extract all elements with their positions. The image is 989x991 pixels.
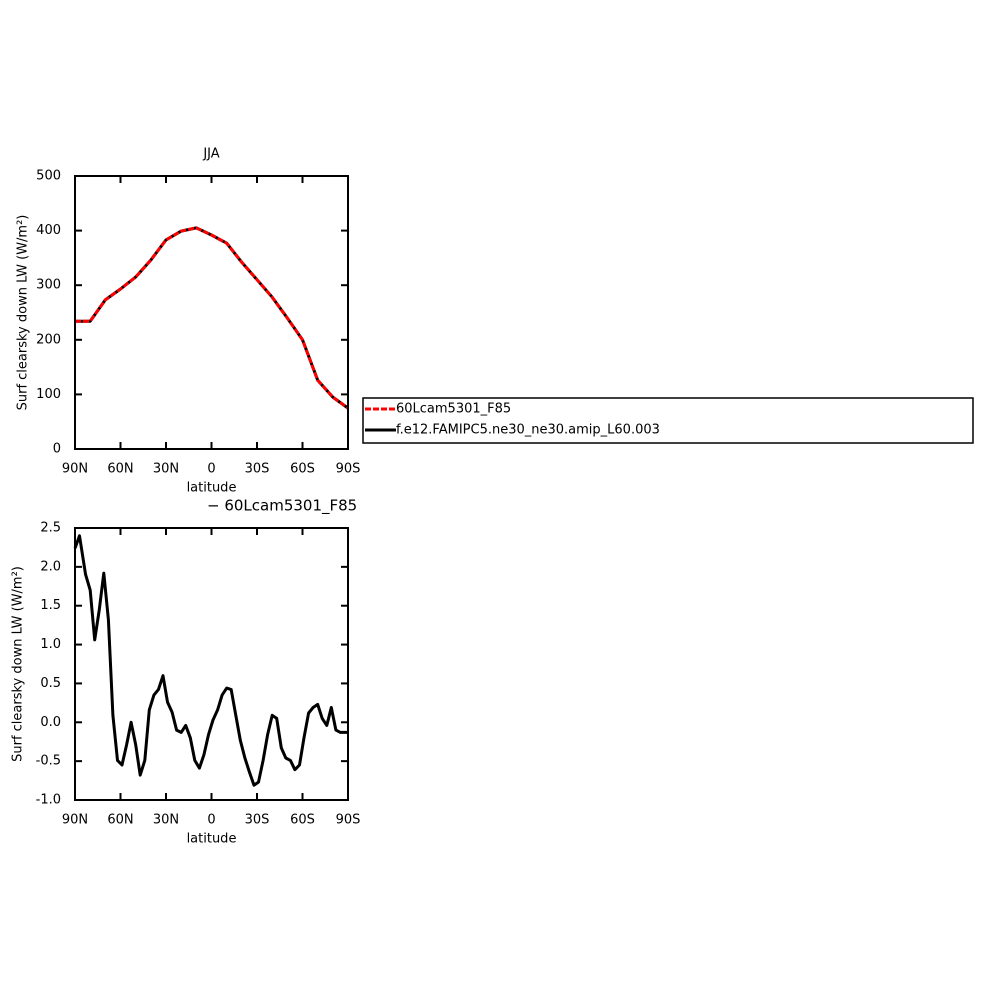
x-tick-label: 30N bbox=[153, 462, 179, 477]
x-axis-label: latitude bbox=[187, 481, 237, 496]
y-tick-label: 0.0 bbox=[40, 715, 61, 730]
x-axis-label: latitude bbox=[187, 832, 237, 847]
x-tick-label: 90S bbox=[336, 462, 361, 477]
y-axis-label: Surf clearsky down LW (W/m²) bbox=[16, 215, 31, 411]
x-tick-label: 90S bbox=[336, 813, 361, 828]
y-tick-label: 2.5 bbox=[40, 521, 61, 536]
y-tick-label: 100 bbox=[36, 387, 61, 402]
plot-frame bbox=[74, 175, 349, 450]
x-tick-label: 90N bbox=[62, 813, 88, 828]
x-tick-label: 30S bbox=[245, 813, 270, 828]
data-line bbox=[73, 534, 348, 787]
legend-label: 60Lcam5301_F85 bbox=[396, 402, 511, 417]
chart-title: − 60Lcam5301_F85 bbox=[207, 497, 357, 516]
x-tick-label: 0 bbox=[207, 462, 215, 477]
legend-label: f.e12.FAMIPC5.ne30_ne30.amip_L60.003 bbox=[396, 423, 660, 438]
y-tick-label: -0.5 bbox=[36, 754, 61, 769]
x-tick-label: 60S bbox=[290, 813, 315, 828]
y-tick-label: 1.5 bbox=[40, 598, 61, 613]
legend-box bbox=[362, 397, 974, 444]
data-line bbox=[75, 226, 349, 410]
y-tick-label: 400 bbox=[36, 223, 61, 238]
x-tick-label: 0 bbox=[207, 813, 215, 828]
y-tick-label: 2.0 bbox=[40, 559, 61, 574]
y-tick-label: 500 bbox=[36, 169, 61, 184]
x-tick-label: 60S bbox=[290, 462, 315, 477]
plot-frame bbox=[74, 527, 349, 801]
x-tick-label: 60N bbox=[107, 813, 133, 828]
y-tick-label: 300 bbox=[36, 278, 61, 293]
y-tick-label: 1.0 bbox=[40, 637, 61, 652]
x-tick-label: 30S bbox=[245, 462, 270, 477]
y-tick-label: 0.5 bbox=[40, 676, 61, 691]
y-axis-label: Surf clearsky down LW (W/m²) bbox=[11, 566, 26, 762]
x-tick-label: 30N bbox=[153, 813, 179, 828]
x-tick-label: 60N bbox=[107, 462, 133, 477]
y-tick-label: 200 bbox=[36, 332, 61, 347]
data-line bbox=[75, 226, 349, 410]
chart-title: JJA bbox=[202, 147, 219, 162]
y-tick-label: 0 bbox=[53, 442, 61, 457]
x-tick-label: 90N bbox=[62, 462, 88, 477]
y-tick-label: -1.0 bbox=[36, 793, 61, 808]
